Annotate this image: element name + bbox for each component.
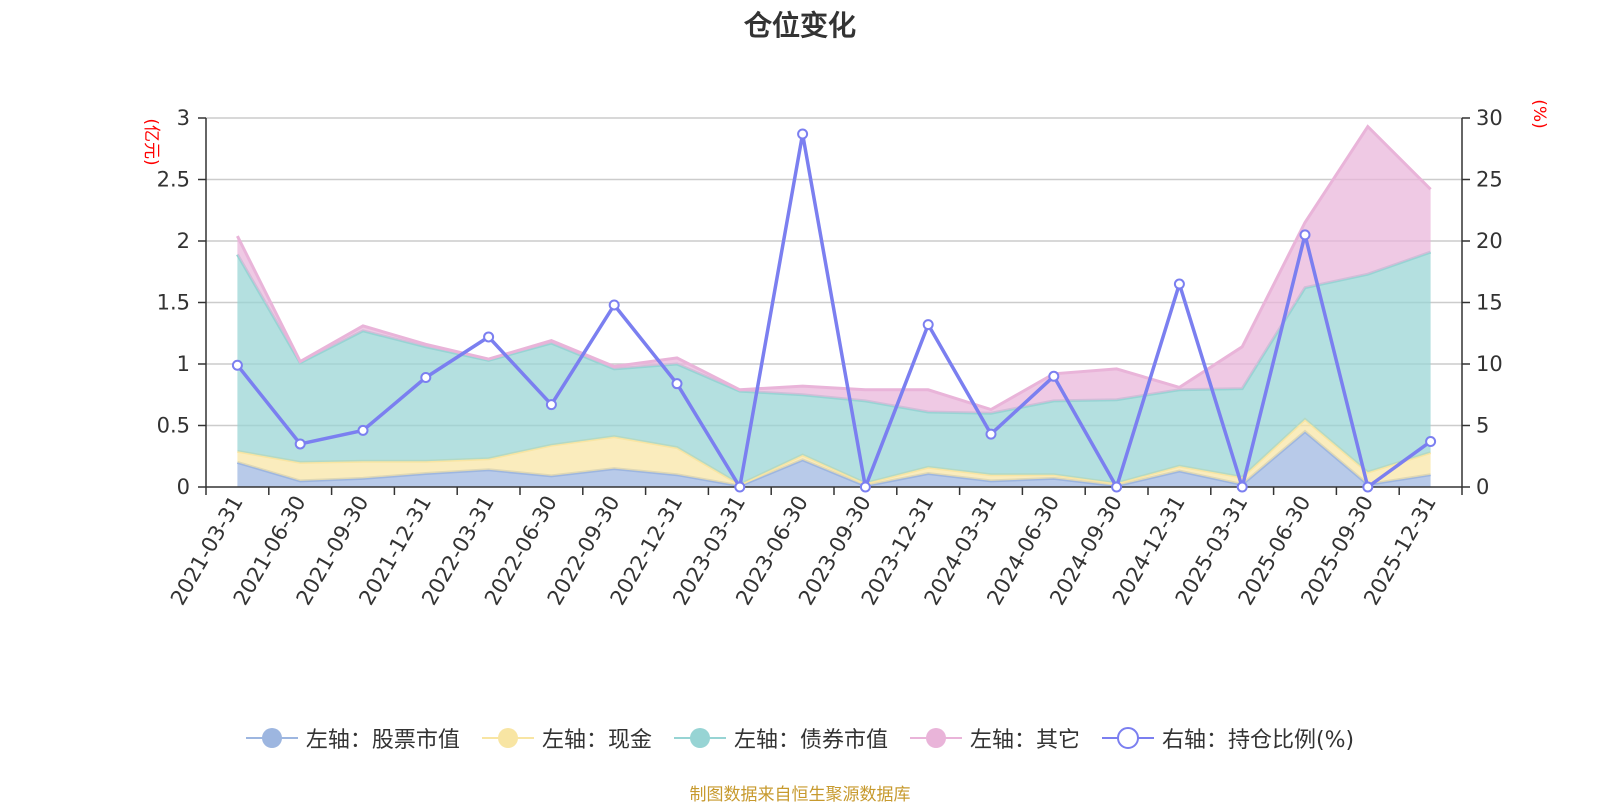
chart-title: 仓位变化	[743, 9, 856, 42]
right-axis-unit: (%)	[1529, 99, 1549, 128]
ratio-point	[294, 438, 306, 450]
left-axis-tick-label: 3	[177, 106, 190, 130]
stacked-areas	[236, 124, 1432, 488]
ratio-point	[859, 481, 871, 493]
legend-label: 左轴：债券市值	[733, 728, 888, 753]
legend-item[interactable]: 左轴：股票市值	[245, 722, 460, 754]
ratio-point	[483, 331, 495, 343]
ratio-point	[1111, 481, 1123, 493]
source-note: 制图数据来自恒生聚源数据库	[689, 785, 911, 805]
legend-item[interactable]: 左轴：其它	[909, 722, 1080, 754]
right-axis-tick-label: 0	[1476, 475, 1489, 499]
ratio-point	[545, 399, 557, 411]
legend-label: 左轴：现金	[541, 728, 652, 753]
legend-label: 左轴：股票市值	[305, 728, 460, 753]
legend-label: 左轴：其它	[969, 728, 1080, 753]
left-axis-unit: (亿元)	[141, 118, 161, 165]
legend-label: 右轴：持仓比例(%)	[1161, 728, 1355, 753]
legend-item[interactable]: 左轴：现金	[481, 722, 652, 754]
area-series-line-1	[236, 429, 1431, 488]
left-axis-tick-label: 1	[177, 352, 190, 376]
left-axis-tick-label: 1.5	[157, 291, 190, 315]
ratio-line	[236, 132, 1432, 489]
left-axis-tick-label: 2	[177, 229, 190, 253]
area-series-3	[237, 252, 1431, 485]
left-axis-tick-label: 0	[177, 475, 190, 499]
ratio-point	[734, 481, 746, 493]
ratio-point	[608, 299, 620, 311]
legend-swatch-icon	[909, 728, 962, 748]
ratio-point	[1299, 229, 1311, 241]
legend-swatch-icon	[245, 728, 298, 748]
left-axis-tick-label: 0.5	[157, 414, 190, 438]
legend-swatch-icon	[481, 728, 534, 748]
ratio-point	[1362, 481, 1374, 493]
right-axis-tick-label: 5	[1476, 414, 1489, 438]
right-axis-tick-label: 15	[1476, 291, 1503, 315]
area-series-2	[237, 419, 1431, 486]
legend-swatch-icon	[1101, 727, 1154, 749]
ratio-point	[671, 378, 683, 390]
ratio-point	[357, 424, 369, 436]
left-axis-tick-label: 2.5	[157, 168, 190, 192]
area-series-line-4	[236, 124, 1432, 412]
legend-swatch-icon	[673, 728, 726, 748]
legend: 左轴：股票市值 左轴：现金 左轴：债券市值 左轴：其它 右轴：持仓比例(%)	[0, 722, 1600, 754]
ratio-point	[1425, 435, 1437, 447]
ratio-point	[231, 359, 243, 371]
right-axis-tick-label: 10	[1476, 352, 1503, 376]
ratio-line-layer	[231, 128, 1437, 493]
right-axis-tick-label: 30	[1476, 106, 1503, 130]
legend-item[interactable]: 左轴：债券市值	[673, 722, 888, 754]
right-axis-tick-label: 20	[1476, 229, 1503, 253]
ratio-point	[985, 428, 997, 440]
ratio-point	[1236, 481, 1248, 493]
ratio-point	[1048, 370, 1060, 382]
ratio-point	[922, 319, 934, 331]
right-axis-tick-label: 25	[1476, 168, 1503, 192]
ratio-point	[797, 128, 809, 140]
legend-item[interactable]: 右轴：持仓比例(%)	[1101, 722, 1355, 754]
ratio-point	[420, 372, 432, 384]
ratio-point	[1173, 278, 1185, 290]
